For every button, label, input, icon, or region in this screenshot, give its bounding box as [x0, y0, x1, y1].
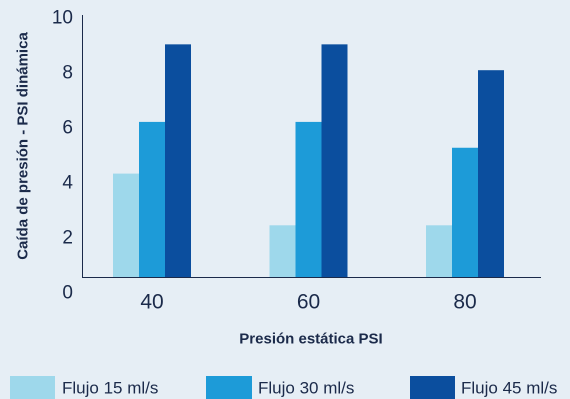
- y-tick-label: 0: [62, 283, 73, 304]
- legend-item-flujo-15: Flujo 15 ml/s: [10, 376, 158, 399]
- x-tick-labels: 40 60 80: [140, 291, 476, 314]
- legend-label: Flujo 30 ml/s: [258, 379, 354, 398]
- bar-flujo-30-ml-s-40: [139, 121, 165, 278]
- bar-flujo-30-ml-s-60: [295, 121, 322, 278]
- bar-flujo-45-ml-s-40: [165, 44, 191, 277]
- x-tick-label: 80: [453, 291, 476, 314]
- y-tick-label: 8: [62, 63, 73, 84]
- legend-swatch: [206, 376, 252, 399]
- bar-flujo-15-ml-s-40: [113, 173, 139, 277]
- legend-label: Flujo 45 ml/s: [461, 379, 557, 398]
- y-tick-label: 2: [62, 228, 73, 249]
- bar-flujo-45-ml-s-60: [321, 44, 348, 277]
- y-tick-label: 6: [62, 118, 73, 139]
- legend-swatch: [10, 376, 55, 399]
- x-tick-label: 40: [140, 291, 163, 314]
- bar-flujo-45-ml-s-80: [478, 70, 504, 277]
- y-tick-label: 10: [52, 8, 73, 29]
- y-axis-title: Caída de presión - PSI dinámica: [15, 32, 32, 260]
- y-tick-label: 4: [62, 173, 73, 194]
- legend-swatch: [410, 376, 455, 399]
- legend-item-flujo-30: Flujo 30 ml/s: [206, 376, 354, 399]
- bars-group: [113, 44, 504, 278]
- legend-item-flujo-45: Flujo 45 ml/s: [410, 376, 557, 399]
- bar-flujo-30-ml-s-80: [452, 147, 478, 277]
- bar-flujo-15-ml-s-80: [426, 225, 452, 277]
- x-axis-title: Presión estática PSI: [239, 331, 382, 348]
- bar-flujo-15-ml-s-60: [269, 225, 296, 277]
- y-tick-labels: 0 2 4 6 8 10: [52, 8, 74, 304]
- legend-label: Flujo 15 ml/s: [62, 379, 158, 398]
- legend: Flujo 15 ml/s Flujo 30 ml/s Flujo 45 ml/…: [10, 376, 557, 399]
- x-tick-label: 60: [297, 291, 320, 314]
